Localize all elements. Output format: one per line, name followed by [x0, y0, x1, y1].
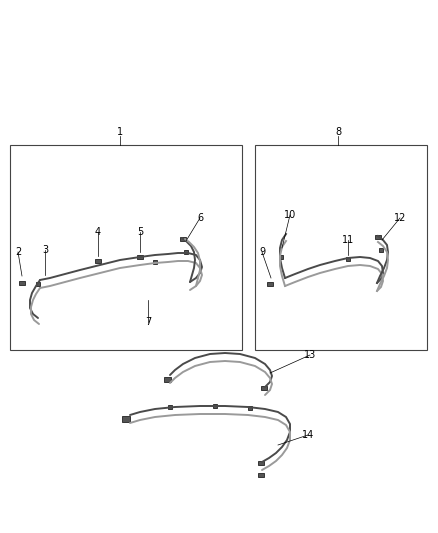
Text: 1: 1: [117, 127, 123, 137]
Text: 14: 14: [302, 430, 314, 440]
FancyBboxPatch shape: [247, 406, 252, 410]
FancyBboxPatch shape: [168, 405, 173, 409]
Text: 4: 4: [95, 227, 101, 237]
Bar: [255, 145, 427, 350]
Text: 2: 2: [15, 247, 21, 257]
Text: 12: 12: [394, 213, 406, 223]
Text: 5: 5: [137, 227, 143, 237]
FancyBboxPatch shape: [258, 461, 264, 465]
Text: 8: 8: [335, 127, 341, 137]
FancyBboxPatch shape: [184, 251, 188, 254]
FancyBboxPatch shape: [378, 248, 383, 252]
FancyBboxPatch shape: [19, 281, 25, 285]
Text: 3: 3: [42, 245, 48, 255]
FancyBboxPatch shape: [35, 282, 40, 286]
FancyBboxPatch shape: [346, 257, 350, 261]
FancyBboxPatch shape: [122, 416, 130, 422]
FancyBboxPatch shape: [267, 282, 273, 286]
Text: 9: 9: [259, 247, 265, 257]
Text: 10: 10: [284, 210, 296, 220]
FancyBboxPatch shape: [261, 386, 267, 390]
FancyBboxPatch shape: [163, 376, 170, 382]
FancyBboxPatch shape: [137, 255, 143, 259]
FancyBboxPatch shape: [279, 255, 283, 259]
FancyBboxPatch shape: [375, 235, 381, 239]
FancyBboxPatch shape: [258, 473, 264, 477]
FancyBboxPatch shape: [152, 260, 157, 264]
FancyBboxPatch shape: [212, 404, 217, 408]
Text: 6: 6: [197, 213, 203, 223]
Text: 11: 11: [342, 235, 354, 245]
FancyBboxPatch shape: [180, 237, 186, 241]
Bar: [10, 145, 242, 350]
Text: 13: 13: [304, 350, 316, 360]
Text: 7: 7: [145, 317, 151, 327]
FancyBboxPatch shape: [95, 259, 101, 263]
